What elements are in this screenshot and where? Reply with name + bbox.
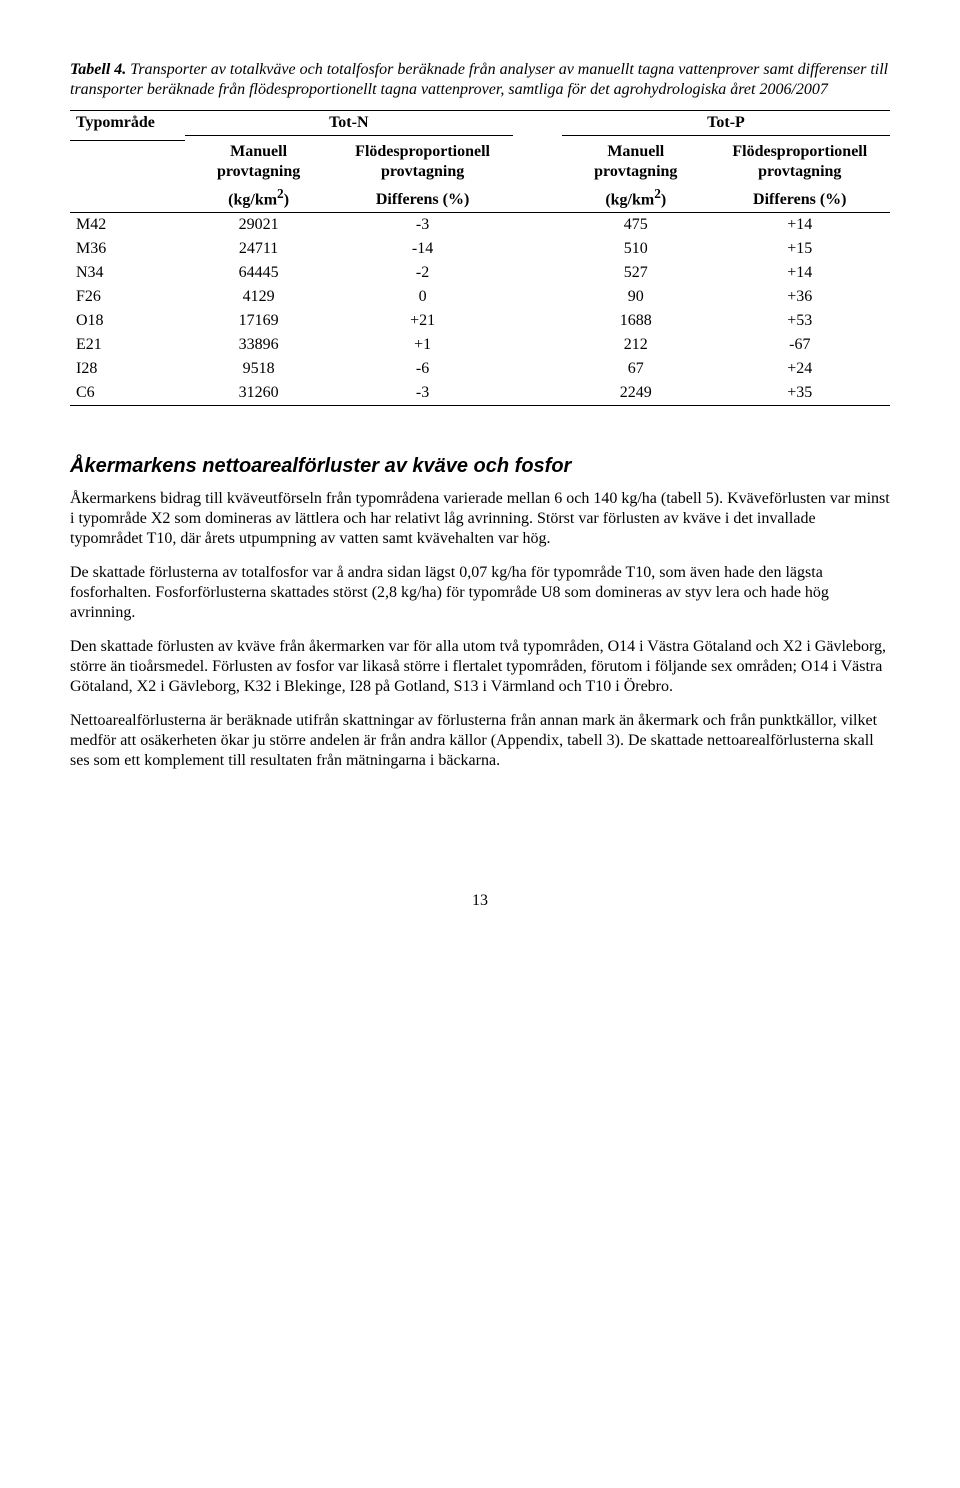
unit-kg-p: (kg/km2) — [562, 184, 710, 213]
unit-diff-p: Differens (%) — [710, 184, 890, 213]
unit-diff-n: Differens (%) — [332, 184, 512, 213]
cell-p-kg: 2249 — [562, 381, 710, 406]
cell-p-diff: +15 — [710, 237, 890, 261]
cell-p-kg: 510 — [562, 237, 710, 261]
table-row: C631260-3 2249+35 — [70, 381, 890, 406]
cell-n-diff: -6 — [332, 357, 512, 381]
cell-id: E21 — [70, 333, 185, 357]
unit-kg-n: (kg/km2) — [185, 184, 333, 213]
table-caption: Tabell 4. Transporter av totalkväve och … — [70, 60, 890, 100]
cell-n-kg: 17169 — [185, 309, 333, 333]
paragraph: De skattade förlusterna av totalfosfor v… — [70, 563, 890, 623]
page-number: 13 — [70, 891, 890, 911]
paragraph: Nettoarealförlusterna är beräknade utifr… — [70, 711, 890, 771]
table-row: E2133896+1 212-67 — [70, 333, 890, 357]
cell-n-kg: 9518 — [185, 357, 333, 381]
subheader-flodes-p: Flödesproportionell provtagning — [710, 140, 890, 184]
col-header-totn: Tot-N — [185, 111, 513, 136]
table-row: M4229021-3 475+14 — [70, 213, 890, 238]
cell-p-diff: +53 — [710, 309, 890, 333]
cell-p-diff: -67 — [710, 333, 890, 357]
cell-n-kg: 31260 — [185, 381, 333, 406]
table-row: F2641290 90+36 — [70, 285, 890, 309]
subheader-flodes-n: Flödesproportionell provtagning — [332, 140, 512, 184]
cell-p-diff: +14 — [710, 213, 890, 238]
cell-n-kg: 24711 — [185, 237, 333, 261]
data-table: Typområde Tot-N Tot-P Manuell provtagnin… — [70, 110, 890, 406]
table-row: I289518-6 67+24 — [70, 357, 890, 381]
cell-p-kg: 212 — [562, 333, 710, 357]
cell-n-diff: +21 — [332, 309, 512, 333]
cell-p-kg: 90 — [562, 285, 710, 309]
cell-n-kg: 4129 — [185, 285, 333, 309]
cell-n-diff: +1 — [332, 333, 512, 357]
table-row: N3464445-2 527+14 — [70, 261, 890, 285]
cell-n-diff: 0 — [332, 285, 512, 309]
cell-id: M36 — [70, 237, 185, 261]
table-row: O1817169+21 1688+53 — [70, 309, 890, 333]
cell-id: F26 — [70, 285, 185, 309]
col-header-totp: Tot-P — [562, 111, 890, 136]
subheader-manuell-n: Manuell provtagning — [185, 140, 333, 184]
cell-n-kg: 29021 — [185, 213, 333, 238]
cell-n-diff: -3 — [332, 381, 512, 406]
cell-id: N34 — [70, 261, 185, 285]
paragraph: Den skattade förlusten av kväve från åke… — [70, 637, 890, 697]
cell-p-diff: +14 — [710, 261, 890, 285]
caption-text: Transporter av totalkväve och totalfosfo… — [70, 61, 888, 98]
cell-p-kg: 67 — [562, 357, 710, 381]
cell-n-kg: 64445 — [185, 261, 333, 285]
cell-id: M42 — [70, 213, 185, 238]
cell-n-kg: 33896 — [185, 333, 333, 357]
cell-p-diff: +24 — [710, 357, 890, 381]
cell-p-diff: +35 — [710, 381, 890, 406]
cell-p-diff: +36 — [710, 285, 890, 309]
section-heading: Åkermarkens nettoarealförluster av kväve… — [70, 454, 890, 479]
col-header-typomrade: Typområde — [70, 111, 185, 141]
cell-p-kg: 1688 — [562, 309, 710, 333]
cell-n-diff: -3 — [332, 213, 512, 238]
cell-n-diff: -14 — [332, 237, 512, 261]
table-row: M3624711-14 510+15 — [70, 237, 890, 261]
cell-p-kg: 475 — [562, 213, 710, 238]
cell-id: O18 — [70, 309, 185, 333]
paragraph: Åkermarkens bidrag till kväveutförseln f… — [70, 489, 890, 549]
cell-id: I28 — [70, 357, 185, 381]
subheader-manuell-p: Manuell provtagning — [562, 140, 710, 184]
cell-n-diff: -2 — [332, 261, 512, 285]
cell-id: C6 — [70, 381, 185, 406]
caption-label: Tabell 4. — [70, 61, 126, 78]
cell-p-kg: 527 — [562, 261, 710, 285]
